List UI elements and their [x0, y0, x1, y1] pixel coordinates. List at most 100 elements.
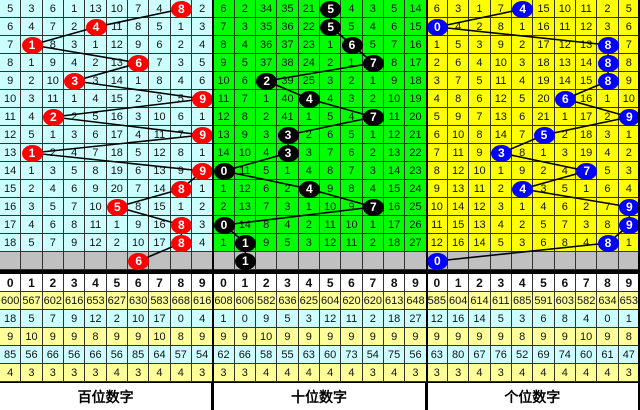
grid-cell: 5	[341, 18, 363, 36]
trend-line-segment	[53, 98, 203, 118]
grid-cell: 10	[384, 90, 406, 108]
grid-cell: 9	[128, 36, 150, 54]
grid-cell: 5	[149, 18, 171, 36]
grid-cell: 5	[533, 216, 555, 234]
digit-header: 5	[533, 274, 555, 292]
grid-cell: 2	[512, 36, 534, 54]
grid-cell: 14	[490, 126, 512, 144]
grid-cell: 9	[384, 72, 406, 90]
grid-cell: 24	[298, 54, 320, 72]
digit-header: 3	[64, 274, 86, 292]
grid-cell: 1	[106, 216, 128, 234]
stat-cell: 648	[405, 292, 427, 310]
digit-header: 2	[42, 274, 64, 292]
stat-cell: 3	[298, 310, 320, 328]
grid-cell: 10	[234, 144, 256, 162]
digit-header: 1	[234, 274, 256, 292]
stat-cell: 56	[106, 346, 128, 364]
number-ball: 6	[554, 90, 576, 108]
grid-cell: 7	[213, 18, 235, 36]
grid-cell: 10	[106, 0, 128, 18]
digit-header: 6	[554, 274, 576, 292]
grid-cell: 10	[469, 162, 491, 180]
stat-cell: 9	[277, 328, 299, 346]
grid-cell: 7	[256, 198, 278, 216]
digit-header: 0	[0, 274, 22, 292]
stat-cell: 54	[362, 346, 384, 364]
stat-cell: 9	[384, 328, 406, 346]
grid-cell: 10	[0, 90, 22, 108]
grid-cell: 1	[362, 72, 384, 90]
digit-header: 9	[618, 274, 640, 292]
number-ball: 1	[21, 144, 43, 162]
number-ball: 5	[106, 198, 128, 216]
gray-cell	[298, 252, 320, 270]
stat-cell: 12	[320, 310, 342, 328]
stat-cell: 12	[85, 310, 107, 328]
trend-line-segment	[31, 134, 203, 154]
grid-cell: 5	[128, 144, 150, 162]
number-ball: 6	[341, 36, 363, 54]
grid-cell: 2	[64, 108, 86, 126]
grid-cell: 10	[426, 198, 448, 216]
stat-cell: 64	[149, 346, 171, 364]
grid-cell: 17	[533, 36, 555, 54]
grid-cell: 1	[512, 198, 534, 216]
grid-cell: 14	[234, 216, 256, 234]
stat-cell: 3	[448, 364, 470, 382]
grid-cell: 7	[42, 234, 64, 252]
grid-cell: 9	[0, 72, 22, 90]
grid-cell: 12	[234, 180, 256, 198]
trend-line-segment	[522, 188, 630, 208]
gray-cell	[384, 252, 406, 270]
stat-cell: 620	[341, 292, 363, 310]
grid-cell: 4	[512, 72, 534, 90]
grid-cell: 4	[234, 36, 256, 54]
grid-cell: 40	[277, 90, 299, 108]
gray-cell	[21, 252, 43, 270]
digit-header: 5	[106, 274, 128, 292]
grid-cell: 2	[21, 72, 43, 90]
grid-cell: 2	[106, 234, 128, 252]
grid-cell: 7	[234, 90, 256, 108]
stat-cell: 9	[426, 328, 448, 346]
grid-cell: 11	[554, 18, 576, 36]
stat-cell: 4	[298, 364, 320, 382]
stat-cell: 62	[213, 346, 235, 364]
grid-cell: 11	[490, 72, 512, 90]
stat-cell: 634	[597, 292, 619, 310]
grid-cell: 19	[405, 90, 427, 108]
stat-cell: 2	[106, 310, 128, 328]
grid-cell: 11	[42, 90, 64, 108]
grid-cell: 2	[362, 144, 384, 162]
grid-cell: 2	[554, 126, 576, 144]
trend-line-segment	[543, 116, 630, 136]
stat-cell: 56	[405, 346, 427, 364]
number-ball: 9	[192, 162, 214, 180]
digit-header: 4	[85, 274, 107, 292]
number-ball: 0	[426, 252, 448, 270]
grid-cell: 9	[213, 54, 235, 72]
gray-cell	[512, 252, 534, 270]
grid-cell: 7	[426, 144, 448, 162]
number-ball: 9	[618, 108, 640, 126]
number-ball: 6	[128, 54, 150, 72]
grid-cell: 5	[42, 198, 64, 216]
grid-cell: 5	[277, 234, 299, 252]
number-ball: 8	[170, 216, 192, 234]
grid-cell: 11	[576, 0, 598, 18]
stat-cell: 10	[576, 328, 598, 346]
grid-cell: 3	[128, 108, 150, 126]
digit-header: 7	[149, 274, 171, 292]
grid-cell: 4	[469, 54, 491, 72]
stat-cell: 4	[170, 364, 192, 382]
gray-cell	[149, 252, 171, 270]
stat-cell: 627	[106, 292, 128, 310]
grid-cell: 19	[106, 162, 128, 180]
grid-cell: 18	[405, 72, 427, 90]
grid-cell: 6	[213, 0, 235, 18]
digit-header: 7	[362, 274, 384, 292]
grid-cell: 13	[448, 180, 470, 198]
stat-cell: 600	[0, 292, 22, 310]
stat-cell: 591	[533, 292, 555, 310]
